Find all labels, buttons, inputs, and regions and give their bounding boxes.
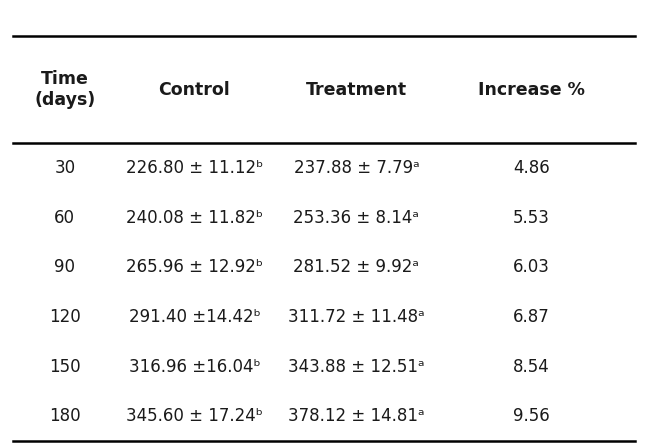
Text: 345.60 ± 17.24ᵇ: 345.60 ± 17.24ᵇ [126, 407, 263, 426]
Text: 226.80 ± 11.12ᵇ: 226.80 ± 11.12ᵇ [126, 159, 263, 177]
Text: 316.96 ±16.04ᵇ: 316.96 ±16.04ᵇ [128, 358, 260, 376]
Text: 237.88 ± 7.79ᵃ: 237.88 ± 7.79ᵃ [294, 159, 419, 177]
Text: 311.72 ± 11.48ᵃ: 311.72 ± 11.48ᵃ [288, 308, 424, 326]
Text: Increase %: Increase % [478, 81, 584, 99]
Text: Treatment: Treatment [306, 81, 407, 99]
Text: 30: 30 [54, 159, 75, 177]
Text: 6.87: 6.87 [513, 308, 550, 326]
Text: 9.56: 9.56 [513, 407, 550, 426]
Text: 4.86: 4.86 [513, 159, 550, 177]
Text: 90: 90 [54, 258, 75, 276]
Text: 60: 60 [54, 209, 75, 227]
Text: 6.03: 6.03 [513, 258, 550, 276]
Text: 281.52 ± 9.92ᵃ: 281.52 ± 9.92ᵃ [294, 258, 419, 276]
Text: 120: 120 [49, 308, 80, 326]
Text: Control: Control [159, 81, 230, 99]
Text: 291.40 ±14.42ᵇ: 291.40 ±14.42ᵇ [128, 308, 260, 326]
Text: 378.12 ± 14.81ᵃ: 378.12 ± 14.81ᵃ [288, 407, 424, 426]
Text: 5.53: 5.53 [513, 209, 550, 227]
Text: 265.96 ± 12.92ᵇ: 265.96 ± 12.92ᵇ [126, 258, 263, 276]
Text: 253.36 ± 8.14ᵃ: 253.36 ± 8.14ᵃ [294, 209, 419, 227]
Text: 343.88 ± 12.51ᵃ: 343.88 ± 12.51ᵃ [288, 358, 424, 376]
Text: 240.08 ± 11.82ᵇ: 240.08 ± 11.82ᵇ [126, 209, 263, 227]
Text: 150: 150 [49, 358, 80, 376]
Text: 8.54: 8.54 [513, 358, 550, 376]
Text: Time
(days): Time (days) [34, 70, 95, 109]
Text: 180: 180 [49, 407, 80, 426]
